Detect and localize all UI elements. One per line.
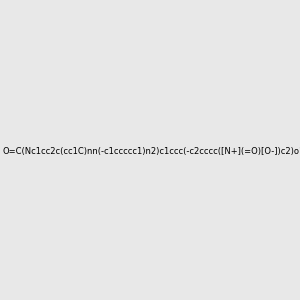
Text: O=C(Nc1cc2c(cc1C)nn(-c1ccccc1)n2)c1ccc(-c2cccc([N+](=O)[O-])c2)o1: O=C(Nc1cc2c(cc1C)nn(-c1ccccc1)n2)c1ccc(-… (3, 147, 300, 156)
